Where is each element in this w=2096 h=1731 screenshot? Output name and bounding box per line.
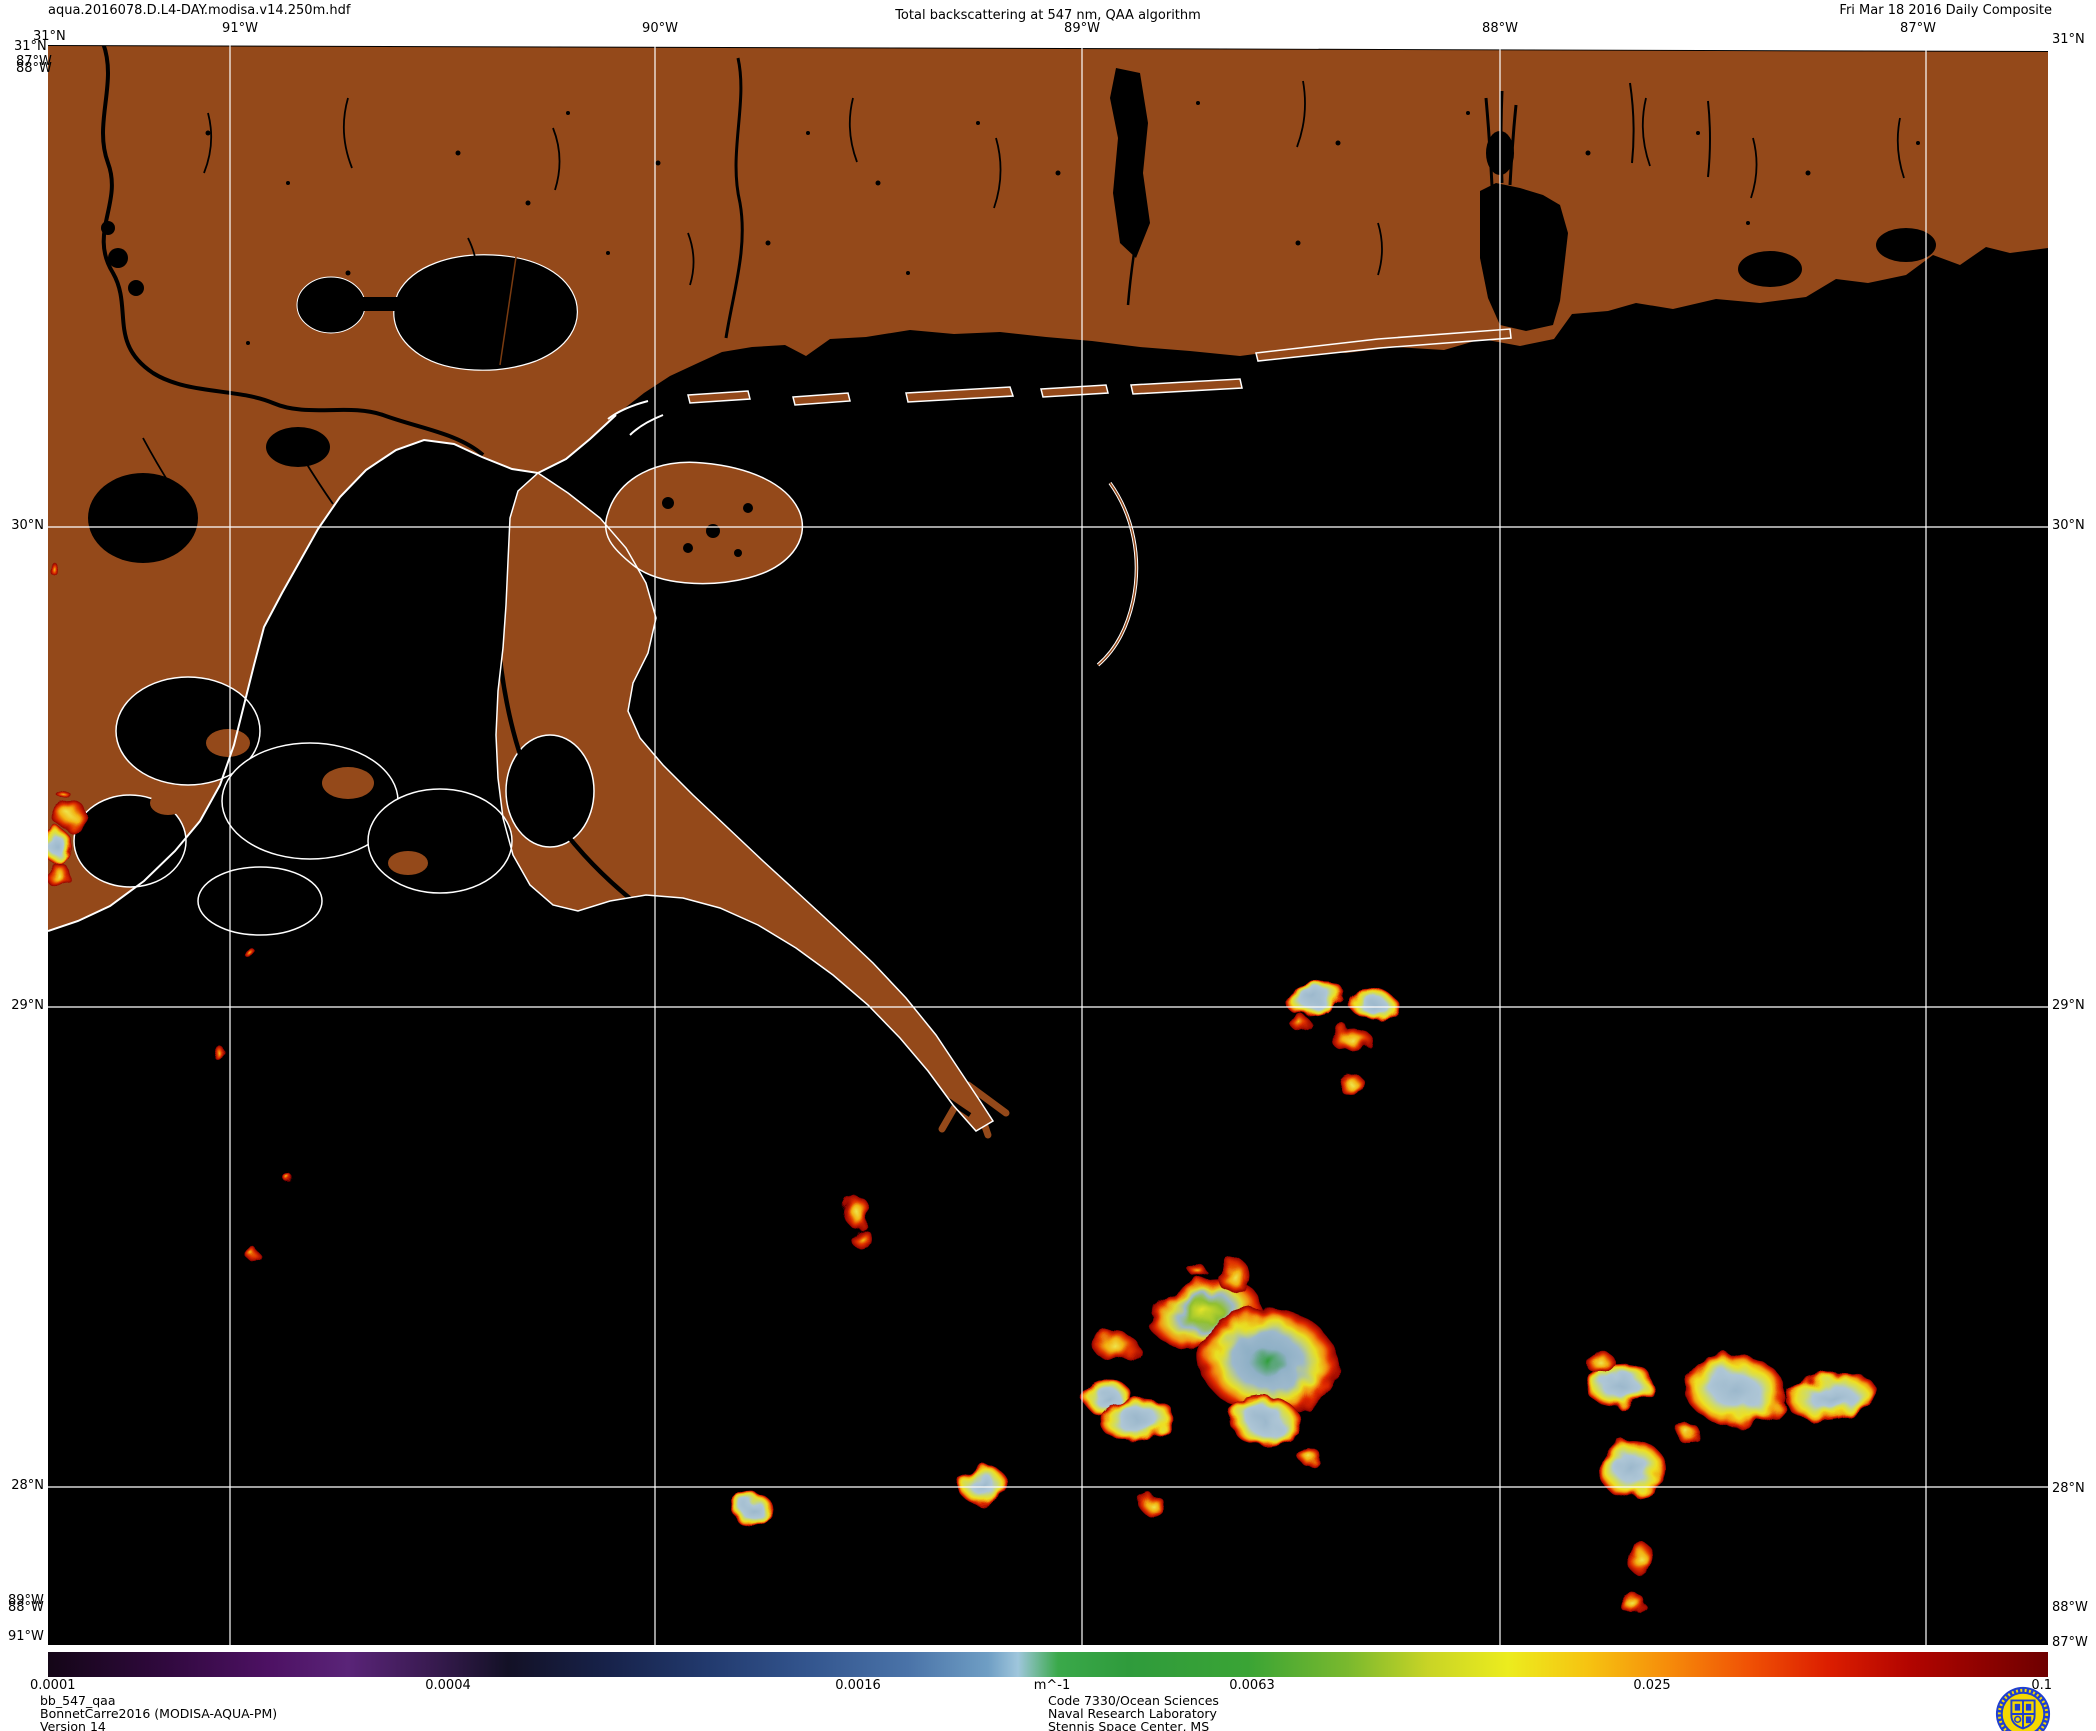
date-label: Fri Mar 18 2016 Daily Composite — [1839, 3, 2052, 18]
footer-org-line: Code 7330/Ocean Sciences — [1048, 1693, 1219, 1708]
causeway — [499, 256, 517, 366]
footer-center-block: Code 7330/Ocean Sciences Naval Research L… — [1048, 1694, 1219, 1731]
colorbar-tick-label: 0.025 — [1633, 1678, 1671, 1693]
petit-bois-island — [1040, 384, 1109, 398]
footer-product-line: BonnetCarre2016 (MODISA-AQUA-PM) — [40, 1706, 278, 1721]
pass-manchac — [361, 297, 403, 311]
axis-label: 31°N — [14, 39, 47, 54]
horn-island — [905, 386, 1015, 403]
nrl-seal-logo — [1994, 1685, 2052, 1731]
lake-pontchartrain — [393, 254, 578, 371]
cat-island — [687, 390, 751, 404]
page-title: Total backscattering at 547 nm, QAA algo… — [895, 8, 1201, 23]
colorbar-tick-label: 0.0001 — [30, 1678, 76, 1693]
river-lake — [108, 248, 128, 268]
delta-peninsula — [496, 473, 993, 1131]
axis-label: 30°N — [2052, 518, 2085, 533]
marsh-bays — [73, 676, 595, 936]
footer-product-line: bb_547_qaa — [40, 1693, 116, 1708]
pascagoula-river — [1126, 252, 1136, 306]
map-area — [42, 42, 2049, 1645]
axis-label: 89°W — [1064, 21, 1100, 36]
axis-label: 91°W — [222, 21, 258, 36]
axis-label: 88°W — [8, 1600, 44, 1615]
swamp-basin — [88, 473, 198, 563]
rivers — [101, 42, 1920, 1117]
graticule — [48, 43, 2048, 1645]
axis-label: 88°W — [2052, 1600, 2088, 1615]
pensacola-bay — [1876, 228, 1936, 262]
mobile-rivers — [1484, 90, 1518, 187]
axis-label: 88°W — [1482, 21, 1518, 36]
pascagoula-swamp — [1110, 68, 1150, 258]
birdfoot-passes — [938, 1081, 1010, 1139]
dauphin-island — [1130, 378, 1243, 395]
footer-org-line: Stennis Space Center, MS — [1048, 1719, 1210, 1731]
colorbar — [48, 1652, 2048, 1677]
footer-product-line: Version 14 — [40, 1719, 106, 1731]
map-top-margin — [48, 43, 2048, 51]
axis-label: 87°W — [16, 54, 52, 69]
colorbar-tick-label: m^-1 — [1033, 1678, 1071, 1693]
water-features — [73, 68, 2049, 936]
footer-left-block: bb_547_qaa BonnetCarre2016 (MODISA-AQUA-P… — [40, 1694, 277, 1731]
axis-label: 31°N — [2052, 32, 2085, 47]
colorbar-tick-label: 0.0004 — [425, 1678, 471, 1693]
axis-label: 29°N — [2052, 998, 2085, 1013]
barrier-islands — [687, 328, 1512, 406]
mobile-bay — [1480, 183, 1568, 331]
streams — [142, 80, 1905, 505]
data-blooms — [42, 562, 1878, 1613]
lake-maurepas — [296, 276, 366, 334]
axis-label: 87°W — [2052, 1635, 2088, 1650]
footer-org-line: Naval Research Laboratory — [1048, 1706, 1217, 1721]
mississippi-river-lower — [491, 512, 972, 1117]
axis-label: 90°W — [642, 21, 678, 36]
coast-fringes — [47, 400, 1139, 1132]
fort-morgan-spit — [1255, 328, 1512, 362]
mississippi-river-upper — [101, 42, 485, 457]
axis-label: 87°W — [1900, 21, 1936, 36]
axis-label: 30°N — [11, 518, 44, 533]
ship-island — [792, 392, 851, 406]
lake-salvador — [387, 471, 459, 519]
small-lake — [266, 427, 330, 467]
colorbar-tick-label: 0.1 — [2031, 1678, 2052, 1693]
axis-label: 89°W — [8, 1593, 44, 1608]
map-canvas — [42, 42, 2049, 1645]
file-name: aqua.2016078.D.L4-DAY.modisa.v14.250m.hd… — [48, 3, 351, 18]
pearl-river — [724, 57, 744, 339]
colorbar-tick-label: 0.0016 — [835, 1678, 881, 1693]
east-bays — [1629, 82, 2049, 276]
axis-label: 28°N — [2052, 1481, 2085, 1496]
land-speckles — [205, 101, 1920, 345]
axis-label: 29°N — [11, 998, 44, 1013]
colorbar-tick-label: 0.0063 — [1229, 1678, 1275, 1693]
axis-label: 31°N — [33, 29, 66, 44]
axis-label: 91°W — [8, 1629, 44, 1644]
axis-label: 88°W — [16, 61, 52, 76]
perdido-bay — [1738, 251, 1802, 287]
axis-label: 28°N — [11, 1478, 44, 1493]
seal-ring-text — [1997, 1688, 2049, 1731]
